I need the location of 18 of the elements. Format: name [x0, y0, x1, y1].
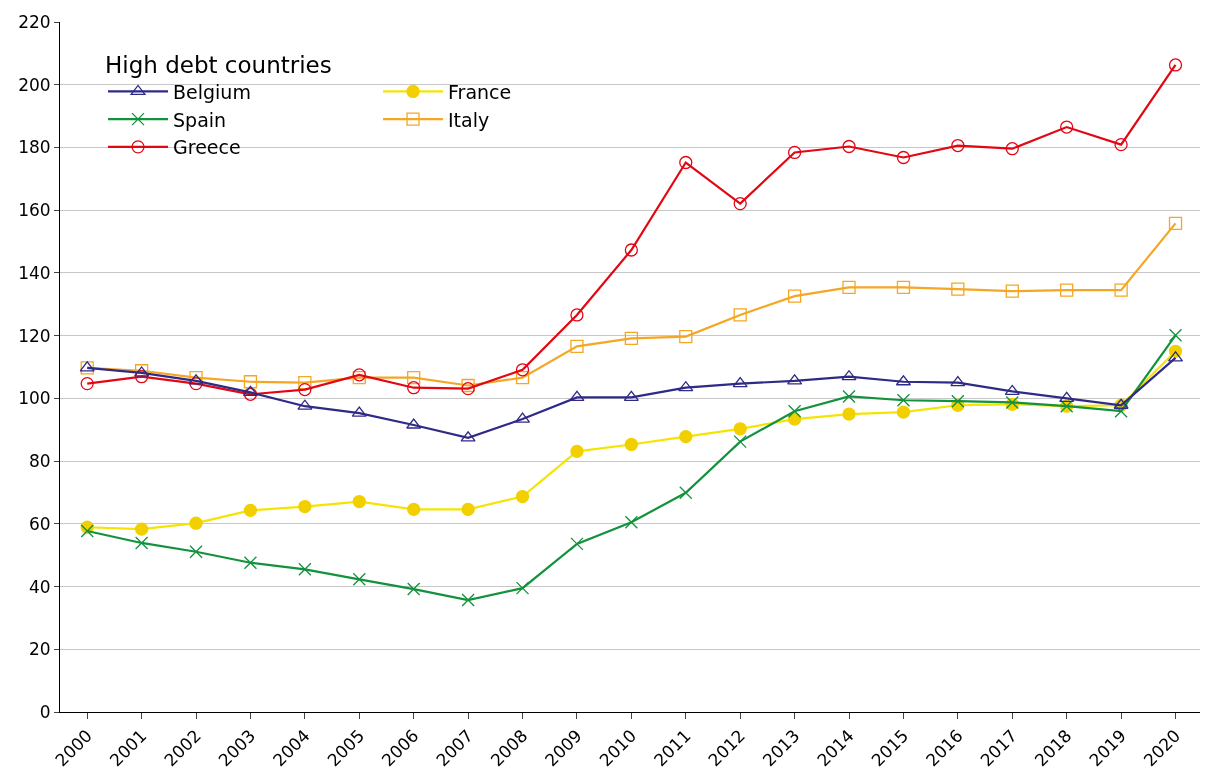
y-tick-label: 180: [18, 137, 51, 158]
y-tick-label: 120: [18, 325, 51, 346]
y-tick-label: 20: [28, 639, 51, 660]
legend-label: Italy: [448, 108, 490, 131]
y-tick-label: 220: [18, 11, 51, 32]
y-tick-label: 100: [18, 388, 51, 409]
y-tick-label: 160: [18, 200, 51, 221]
legend-label: Greece: [173, 136, 241, 159]
legend-title: High debt countries: [105, 51, 332, 78]
legend-label: Belgium: [173, 80, 251, 103]
y-tick-label: 200: [18, 74, 51, 95]
y-tick-label: 140: [18, 262, 51, 283]
y-tick-label: 0: [39, 701, 51, 722]
y-tick-label: 40: [28, 576, 51, 597]
y-tick-label: 60: [28, 513, 51, 534]
legend-label: France: [448, 80, 512, 103]
y-tick-label: 80: [28, 451, 51, 472]
legend-label: Spain: [173, 108, 227, 131]
